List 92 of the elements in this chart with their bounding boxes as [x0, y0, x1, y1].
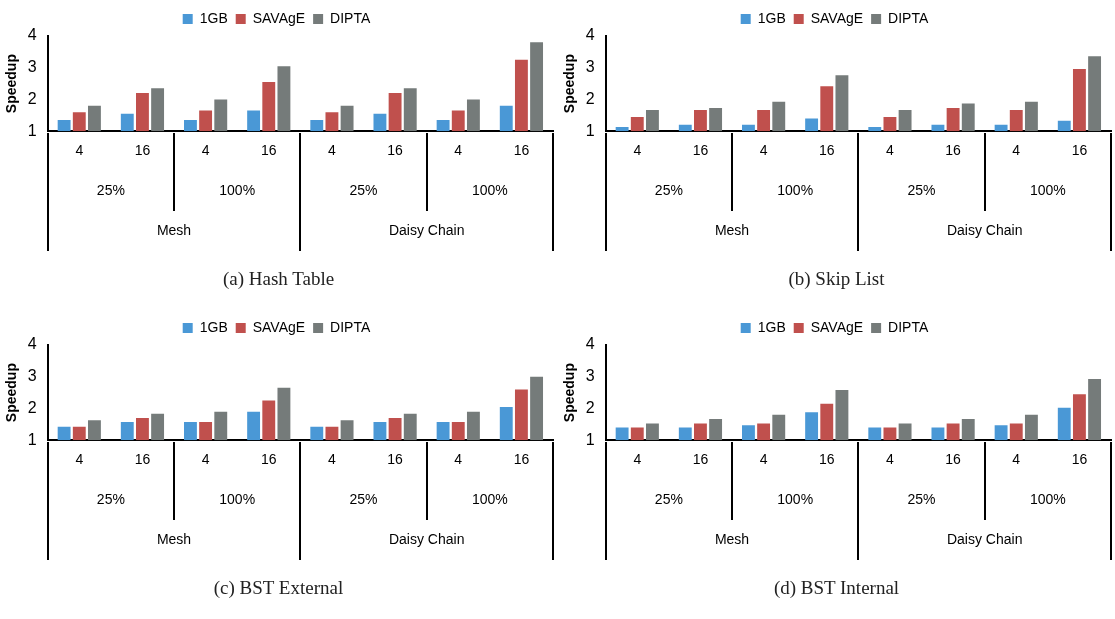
x-tick-label: 4 [75, 142, 84, 159]
text: 25% [349, 491, 378, 508]
x-tick-label: 16 [513, 451, 530, 468]
y-axis-title: Speedup [3, 363, 20, 423]
y-tick-label: 2 [27, 398, 37, 416]
text: (a) Hash Table [221, 268, 336, 290]
legend-label: SAVAgE [810, 9, 864, 26]
text: (d) BST Internal [772, 577, 901, 599]
x-tick-label: 4 [454, 451, 463, 468]
text: 100% [1029, 491, 1066, 508]
text: 100% [777, 182, 814, 199]
text: Mesh [714, 222, 750, 239]
x-tick-label: 4 [886, 142, 895, 159]
legend-label: SAVAgE [810, 318, 864, 335]
x-tick-label: 4 [75, 451, 84, 468]
y-axis-title: Speedup [561, 363, 578, 423]
x-tick-label: 16 [387, 142, 404, 159]
x-tick-label: 4 [633, 142, 642, 159]
x-tick-label: 16 [818, 142, 835, 159]
legend-label: 1GB [757, 9, 786, 26]
y-axis-title: Speedup [561, 54, 578, 114]
text: 100% [777, 491, 814, 508]
y-tick-label: 1 [585, 121, 595, 139]
text: (b) Skip List [787, 268, 886, 290]
x-tick-label: 16 [692, 451, 709, 468]
y-tick-label: 3 [585, 367, 595, 385]
x-tick-label: 16 [818, 451, 835, 468]
text: 25% [907, 182, 936, 199]
x-tick-label: 4 [1012, 142, 1021, 159]
y-tick-label: 1 [27, 121, 37, 139]
x-tick-label: 16 [945, 142, 962, 159]
text: Mesh [156, 222, 192, 239]
text: 100% [1029, 182, 1066, 199]
x-tick-label: 16 [134, 451, 151, 468]
legend-label: DIPTA [888, 9, 929, 26]
y-tick-label: 4 [585, 26, 595, 44]
text: Daisy Chain [388, 222, 465, 239]
y-axis-title: Speedup [3, 54, 20, 114]
y-tick-label: 4 [585, 335, 595, 353]
legend-label: DIPTA [330, 318, 371, 335]
y-tick-label: 3 [585, 58, 595, 76]
text: 100% [219, 182, 256, 199]
text: Daisy Chain [388, 531, 465, 548]
y-tick-label: 1 [27, 430, 37, 448]
text: 100% [219, 491, 256, 508]
x-tick-label: 4 [328, 142, 337, 159]
legend-label: DIPTA [888, 318, 929, 335]
y-tick-label: 3 [27, 367, 37, 385]
x-tick-label: 16 [513, 142, 530, 159]
x-tick-label: 4 [201, 451, 210, 468]
x-tick-label: 4 [1012, 451, 1021, 468]
x-tick-label: 4 [759, 142, 768, 159]
text: 25% [654, 182, 683, 199]
text: 25% [96, 491, 125, 508]
text: 25% [654, 491, 683, 508]
x-tick-label: 4 [454, 142, 463, 159]
text: Mesh [156, 531, 192, 548]
text: Daisy Chain [946, 531, 1023, 548]
legend-label: 1GB [199, 318, 228, 335]
x-tick-label: 16 [260, 142, 277, 159]
y-tick-label: 3 [27, 58, 37, 76]
text: Daisy Chain [946, 222, 1023, 239]
text: 100% [471, 182, 508, 199]
text: Mesh [714, 531, 750, 548]
legend-label: 1GB [199, 9, 228, 26]
x-tick-label: 4 [886, 451, 895, 468]
text: (c) BST External [212, 577, 345, 599]
text: 25% [907, 491, 936, 508]
y-tick-label: 2 [585, 89, 595, 107]
x-tick-label: 16 [1071, 451, 1088, 468]
y-tick-label: 2 [585, 398, 595, 416]
legend-label: DIPTA [330, 9, 371, 26]
legend-label: SAVAgE [252, 9, 306, 26]
text: 25% [349, 182, 378, 199]
text: 25% [96, 182, 125, 199]
y-tick-label: 4 [27, 335, 37, 353]
x-tick-label: 16 [387, 451, 404, 468]
x-tick-label: 16 [260, 451, 277, 468]
legend-label: 1GB [757, 318, 786, 335]
x-tick-label: 4 [633, 451, 642, 468]
x-tick-label: 4 [328, 451, 337, 468]
y-tick-label: 4 [27, 26, 37, 44]
y-tick-label: 1 [585, 430, 595, 448]
x-tick-label: 4 [201, 142, 210, 159]
x-tick-label: 16 [134, 142, 151, 159]
text: 100% [471, 491, 508, 508]
x-tick-label: 16 [945, 451, 962, 468]
y-tick-label: 2 [27, 89, 37, 107]
x-tick-label: 16 [1071, 142, 1088, 159]
x-tick-label: 4 [759, 451, 768, 468]
legend-label: SAVAgE [252, 318, 306, 335]
x-tick-label: 16 [692, 142, 709, 159]
